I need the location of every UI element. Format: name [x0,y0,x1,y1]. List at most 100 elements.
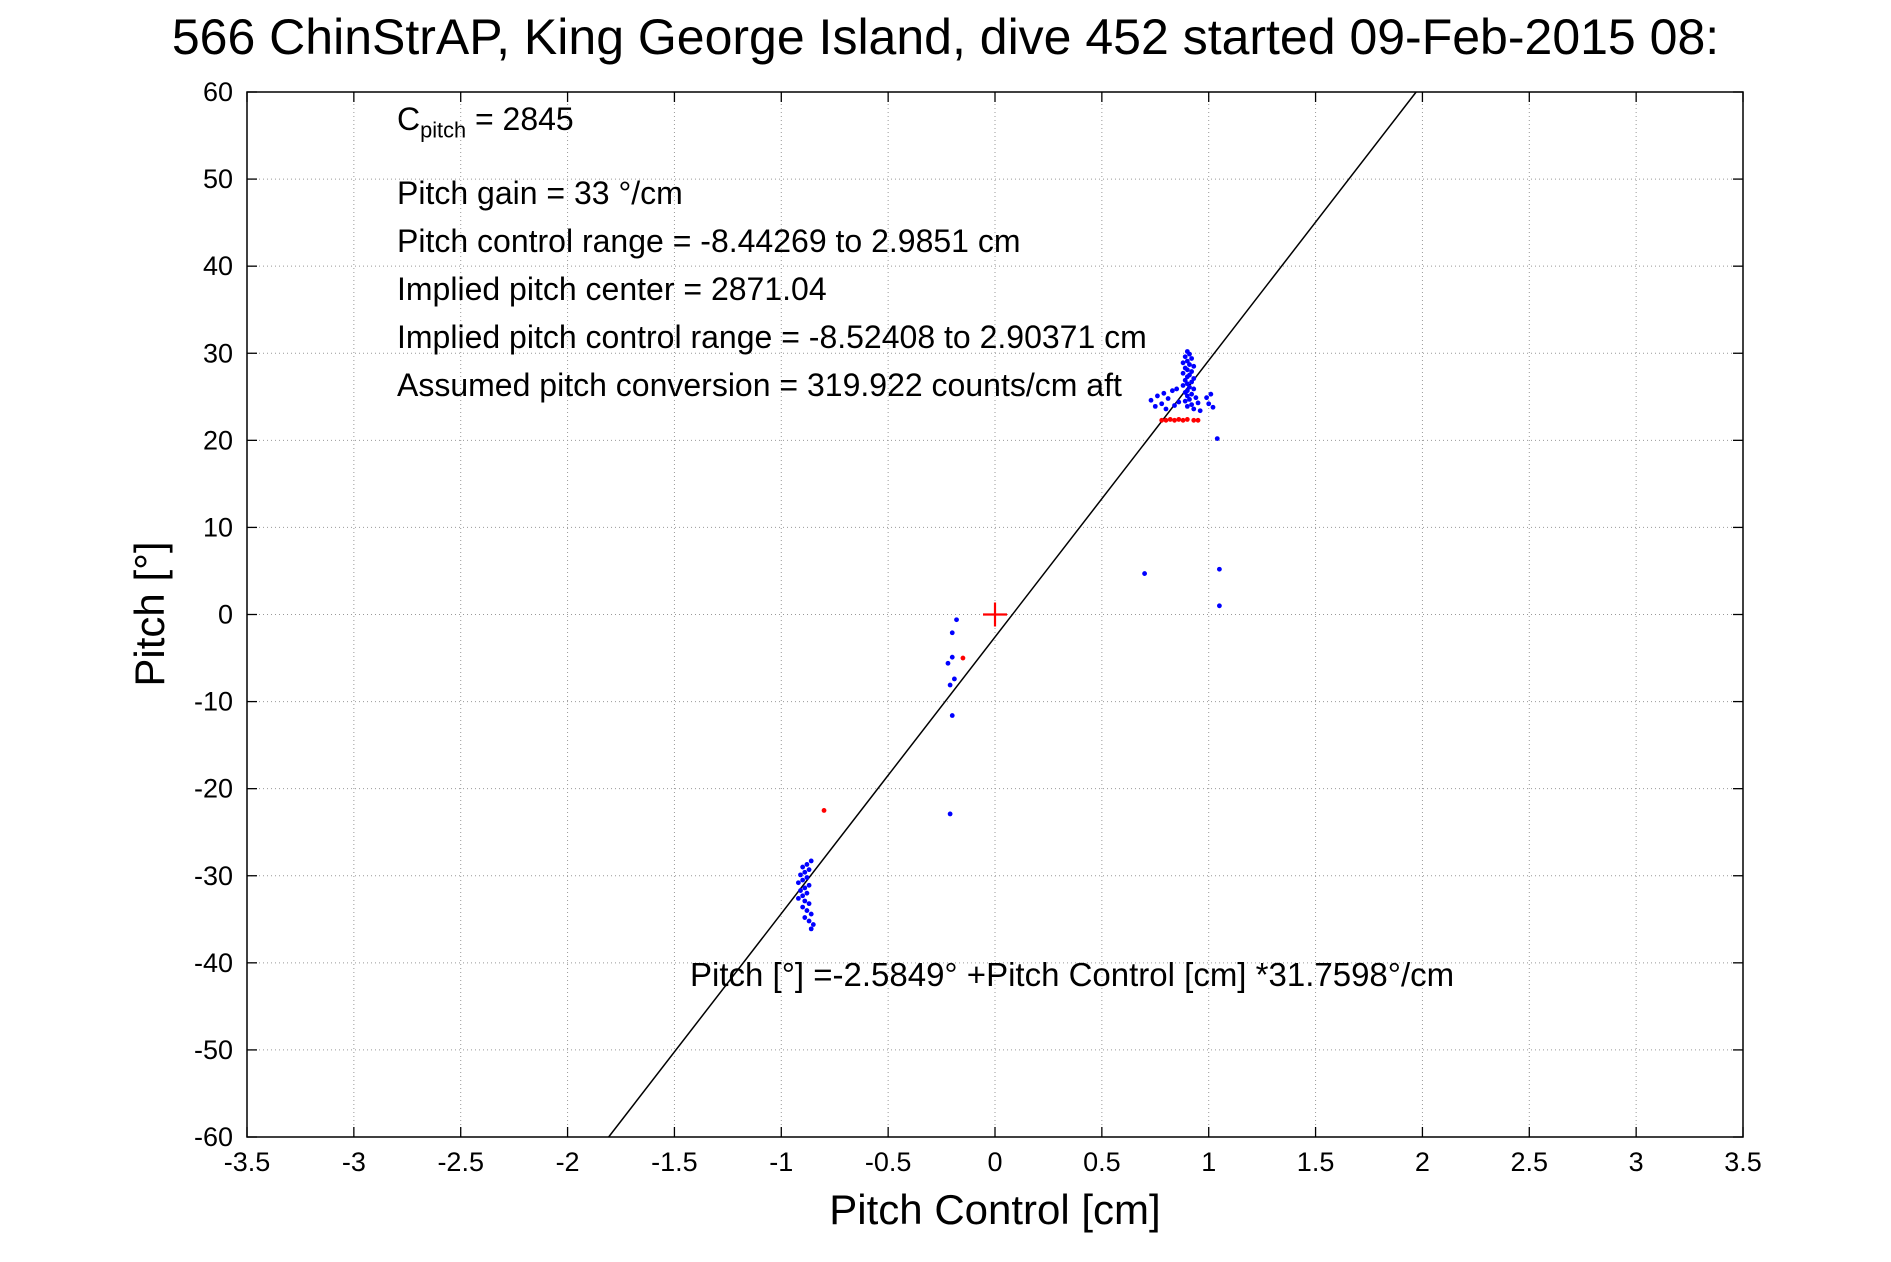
data-point-observed-pitch [1152,403,1158,409]
x-tick-label: -2 [556,1147,580,1177]
data-point-flagged-pitch [1184,417,1190,422]
chart-title: 566 ChinStrAP, King George Island, dive … [171,9,1720,65]
data-point-flagged-pitch [1172,417,1177,423]
plot-area: -3.5 -3 -2.5 -2 -1.5 -1 -0.5 0 0.5 1 1.5 2 2.5 3 3.5 -6… [194,77,1762,1177]
y-tick-label: 30 [203,338,233,368]
data-point-flagged-pitch [1163,417,1169,423]
data-point-observed-pitch [1184,367,1190,373]
data-point-observed-pitch [1184,381,1190,387]
x-tick-label: -1 [769,1147,793,1177]
data-point-observed-pitch [804,890,810,896]
data-point-observed-pitch [1184,358,1190,364]
data-point-flagged-pitch [1191,417,1197,423]
data-point-observed-pitch [800,904,806,910]
data-point-observed-pitch [1155,393,1160,399]
x-tick-label: 2 [1415,1147,1430,1177]
annotation-pitch-control-range: Pitch control range = -8.44269 to 2.9851… [397,223,1021,260]
fit-line [608,91,1417,1138]
y-tick-label: 20 [203,425,233,455]
data-point-observed-pitch [1182,377,1188,383]
x-tick-label: -0.5 [865,1147,912,1177]
data-point-observed-pitch [947,811,953,817]
data-point-observed-pitch [1180,383,1186,388]
data-point-observed-pitch [1214,436,1220,441]
data-point-observed-pitch [1210,404,1216,410]
data-point-observed-pitch [1189,356,1195,361]
data-point-observed-pitch [1182,390,1188,395]
data-point-observed-pitch [1187,397,1192,402]
data-point-observed-pitch [798,888,803,893]
annotation-implied-pitch-control-range: Implied pitch control range = -8.52408 t… [397,319,1147,356]
y-tick-label: -30 [194,861,233,891]
data-point-observed-pitch [1208,391,1214,397]
data-point-observed-pitch [1191,363,1197,369]
y-tick-label: 40 [203,251,233,281]
data-point-observed-pitch [1189,402,1195,408]
x-tick-label: 0.5 [1083,1147,1121,1177]
data-point-observed-pitch [1169,388,1175,394]
data-point-observed-pitch [949,654,955,660]
x-tick-label: 1.5 [1297,1147,1335,1177]
data-point-observed-pitch [1193,395,1199,401]
data-point-observed-pitch [1184,393,1190,399]
data-point-flagged-pitch [821,808,827,813]
data-point-observed-pitch [949,630,955,636]
data-point-observed-pitch [1163,406,1169,412]
data-point-observed-pitch [1187,384,1192,390]
data-point-observed-pitch [806,867,812,873]
data-point-observed-pitch [800,864,806,870]
data-point-observed-pitch [802,885,808,891]
data-point-observed-pitch [806,882,812,888]
x-tick-label: -2.5 [437,1147,484,1177]
data-point-observed-pitch [1142,571,1147,576]
x-axis-label: Pitch Control [cm] [829,1186,1161,1233]
data-point-observed-pitch [1159,401,1165,407]
data-point-observed-pitch [1195,400,1201,406]
data-point-observed-pitch [1182,398,1188,404]
y-axis-label: Pitch [°] [126,541,173,687]
x-tick-label: 2.5 [1511,1147,1549,1177]
data-point-observed-pitch [1189,369,1195,374]
y-tick-label: 10 [203,512,233,542]
y-tick-label: 60 [203,77,233,107]
data-point-observed-pitch [795,880,801,886]
data-point-observed-pitch [1191,376,1197,381]
data-point-observed-pitch [1217,603,1222,609]
data-point-observed-pitch [945,660,951,666]
data-point-flagged-pitch [1159,417,1165,423]
y-tick-label: -50 [194,1035,233,1065]
annotation-cpitch-sub: pitch [420,117,467,143]
data-point-observed-pitch [804,875,810,880]
data-point-observed-pitch [1161,390,1167,396]
data-point-observed-pitch [1191,406,1197,412]
plot-canvas: -3.5 -3 -2.5 -2 -1.5 -1 -0.5 0 0.5 1 1.5 2 2.5 3 3.5 -6… [194,77,1762,1177]
data-point-observed-pitch [951,676,957,682]
annotation-cpitch: Cpitch = 2845 [397,95,1147,154]
annotation-cpitch-value: = 2845 [466,101,574,137]
data-point-observed-pitch [808,858,814,864]
data-point-observed-pitch [808,926,814,932]
data-point-observed-pitch [1165,396,1171,401]
fit-equation: Pitch [°] =-2.5849° +Pitch Control [cm] … [690,956,1455,993]
annotation-cpitch-base: C [397,101,421,137]
axes-box [246,91,1744,1138]
data-point-observed-pitch [1204,395,1209,401]
x-tick-label: 3.5 [1724,1147,1762,1177]
y-tick-label: -20 [194,774,233,804]
data-point-observed-pitch [1206,401,1212,407]
data-point-observed-pitch [800,893,806,899]
x-tick-label: 1 [1201,1147,1216,1177]
data-point-observed-pitch [1182,354,1188,360]
data-point-observed-pitch [1189,391,1195,397]
annotation-implied-pitch-center: Implied pitch center = 2871.04 [397,271,827,308]
data-point-flagged-pitch [1180,417,1186,423]
x-tick-label: -3 [342,1147,366,1177]
data-point-observed-pitch [1187,362,1192,367]
data-point-observed-pitch [806,901,812,907]
data-point-observed-pitch [808,911,814,917]
data-point-flagged-pitch [1176,417,1182,422]
annotation-pitch-gain: Pitch gain = 33 °/cm [397,175,683,212]
y-tick-label: 0 [218,600,233,630]
data-point-observed-pitch [1180,360,1186,366]
